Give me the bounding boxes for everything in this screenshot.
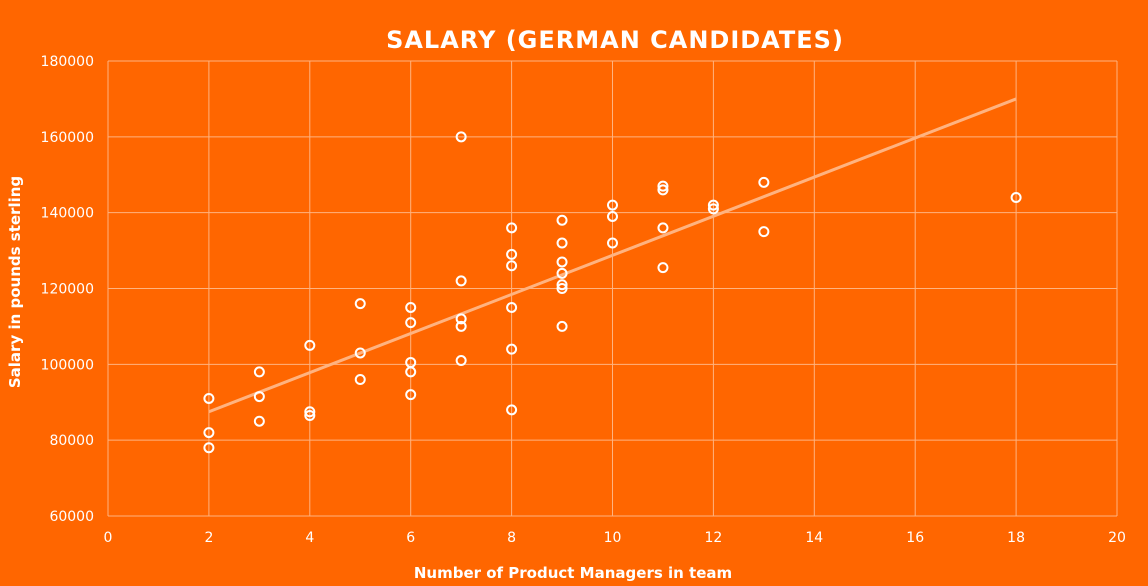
data-point [455,355,467,367]
x-tick-label: 4 [305,530,314,546]
data-point [405,389,417,401]
data-point [556,283,568,294]
data-point [607,210,618,222]
y-axis-label: Salary in pounds sterling [6,176,24,388]
data-point [657,262,669,274]
chart-title: SALARY (GERMAN CANDIDATES) [386,26,844,54]
data-point [405,366,417,378]
data-point [203,427,215,439]
x-tick-label: 6 [406,530,415,546]
data-point [657,184,669,196]
data-point [203,442,215,454]
gridlines [107,60,1118,517]
y-tick-label: 80000 [49,433,94,449]
x-tick-label: 18 [1007,530,1025,546]
data-point [657,180,669,192]
data-point [707,199,719,211]
x-tick-label: 2 [204,530,213,546]
x-tick-label: 20 [1108,530,1126,546]
x-tick-label: 10 [604,530,622,546]
data-point [304,406,316,418]
data-point [556,237,568,249]
data-point [203,392,215,404]
y-tick-label: 180000 [41,54,94,70]
data-point [354,347,366,359]
data-point [506,248,518,260]
data-point [455,275,467,287]
x-tick-label: 16 [906,530,924,546]
data-point [607,199,618,211]
data-point [253,391,265,403]
data-point [455,313,467,325]
data-point [304,339,316,351]
data-point [556,267,568,279]
data-point [556,279,568,291]
data-point [253,415,265,427]
x-axis-label: Number of Product Managers in team [414,564,732,582]
data-point [556,320,568,332]
data-point [506,222,518,234]
data-point [657,222,669,234]
data-point [556,214,568,226]
y-tick-label: 100000 [41,357,94,373]
x-tick-label: 0 [104,530,113,546]
data-point [405,301,417,313]
data-point [304,410,316,422]
data-points [203,131,1022,454]
x-tick-label: 12 [704,530,722,546]
data-point [253,366,265,378]
x-axis-ticks: 0 2 4 6 8 10 12 14 16 18 20 [104,530,1126,546]
y-tick-label: 120000 [41,282,94,298]
data-point [556,256,568,268]
data-point [506,404,518,416]
x-tick-label: 8 [507,530,516,546]
data-point [758,176,770,188]
y-axis-ticks: 60000 80000 100000 120000 140000 160000 180000 [41,54,94,525]
data-point [354,374,366,385]
data-point [506,343,518,355]
data-point [405,317,417,329]
data-point [455,131,467,143]
trendline-layer [208,97,1017,414]
data-point [707,203,719,215]
data-point [758,226,770,238]
trendline [208,97,1017,414]
x-tick-label: 14 [805,530,823,546]
data-point [607,237,618,249]
data-point [1010,192,1022,203]
y-tick-label: 140000 [41,206,94,222]
data-point [354,298,366,310]
y-tick-label: 60000 [49,509,94,525]
data-point [455,320,467,332]
y-tick-label: 160000 [41,130,94,146]
data-point [506,260,518,272]
data-point [506,301,518,313]
